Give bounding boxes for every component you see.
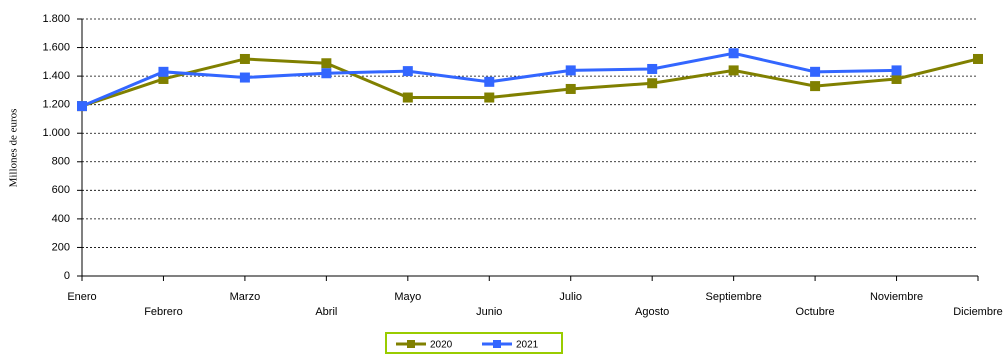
x-tick-label: Diciembre bbox=[953, 306, 1003, 318]
point-marker bbox=[891, 65, 902, 76]
point-marker bbox=[891, 73, 902, 84]
point-marker bbox=[565, 65, 576, 76]
point-marker bbox=[239, 53, 250, 64]
y-tick-label: 1.400 bbox=[42, 70, 70, 82]
y-tick-label: 1.200 bbox=[42, 99, 70, 111]
point-marker bbox=[158, 73, 169, 84]
y-tick-label: 800 bbox=[52, 156, 70, 168]
y-axis-title: Millones de euros bbox=[8, 109, 20, 188]
x-tick-label: Abril bbox=[315, 306, 337, 318]
point-marker bbox=[484, 92, 495, 103]
legend-box bbox=[385, 332, 563, 354]
x-tick-label: Septiembre bbox=[706, 291, 762, 303]
point-marker bbox=[810, 81, 821, 92]
x-tick-label: Agosto bbox=[635, 306, 669, 318]
point-marker bbox=[647, 63, 658, 74]
point-marker bbox=[484, 76, 495, 87]
legend-marker bbox=[407, 340, 415, 348]
point-marker bbox=[402, 66, 413, 77]
y-tick-label: 1.000 bbox=[42, 127, 70, 139]
y-tick-label: 200 bbox=[52, 241, 70, 253]
point-marker bbox=[321, 68, 332, 79]
legend-marker bbox=[493, 340, 501, 348]
y-tick-label: 600 bbox=[52, 184, 70, 196]
legend-label: 2020 bbox=[430, 340, 453, 351]
x-tick-label: Junio bbox=[476, 306, 502, 318]
legend-label: 2021 bbox=[516, 340, 539, 351]
y-tick-label: 1.800 bbox=[42, 13, 70, 25]
y-tick-label: 400 bbox=[52, 213, 70, 225]
series-line bbox=[81, 57, 979, 108]
point-marker bbox=[321, 58, 332, 69]
y-tick-label: 1.600 bbox=[42, 41, 70, 53]
x-tick-label: Mayo bbox=[394, 291, 421, 303]
point-marker bbox=[810, 66, 821, 77]
x-tick-label: Marzo bbox=[230, 291, 261, 303]
point-marker bbox=[728, 65, 739, 76]
x-tick-label: Noviembre bbox=[870, 291, 923, 303]
point-marker bbox=[728, 48, 739, 59]
point-marker bbox=[158, 66, 169, 77]
x-tick-label: Octubre bbox=[796, 306, 835, 318]
point-marker bbox=[647, 78, 658, 89]
y-tick-label: 0 bbox=[64, 270, 70, 282]
point-marker bbox=[973, 53, 983, 64]
x-tick-label: Febrero bbox=[144, 306, 183, 318]
point-marker bbox=[402, 92, 413, 103]
point-marker bbox=[77, 101, 87, 112]
point-marker bbox=[565, 83, 576, 94]
x-tick-label: Julio bbox=[559, 291, 582, 303]
point-marker bbox=[239, 72, 250, 83]
x-tick-label: Enero bbox=[67, 291, 96, 303]
